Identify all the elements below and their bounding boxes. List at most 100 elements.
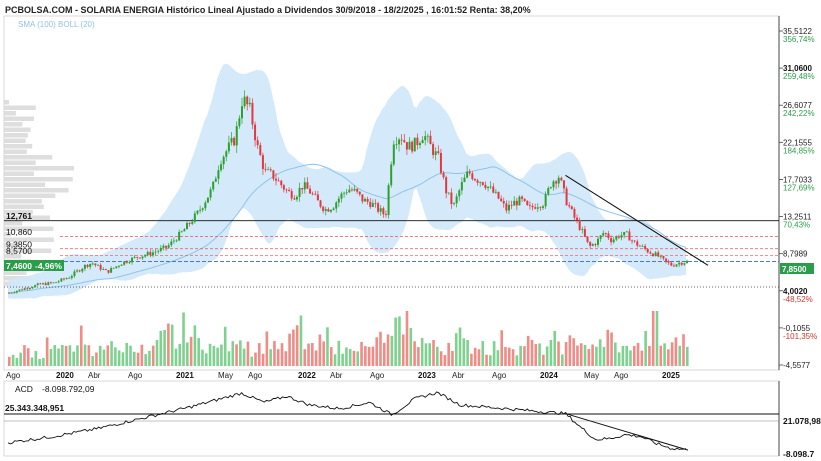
volume-bar (91, 356, 94, 366)
candle-body (547, 188, 550, 195)
candle-body (68, 277, 71, 279)
candle-body (573, 209, 576, 218)
candle-body (60, 278, 63, 282)
last-price-box: 7,4600 -4,96% (4, 260, 64, 271)
candle-body (555, 181, 558, 184)
candle-body (337, 198, 340, 203)
volume-bar (72, 351, 75, 366)
time-tick-label: May (218, 371, 233, 380)
volume-bar (38, 358, 41, 366)
volume-bar (379, 331, 382, 366)
candle-body (544, 194, 547, 207)
volume-bar (246, 341, 250, 366)
price-tick-label: 17,7033 (783, 175, 812, 184)
volume-bar (326, 327, 329, 366)
candle-body (460, 182, 463, 191)
candle-body (282, 185, 285, 190)
sma-line (7, 163, 687, 294)
volume-bar (375, 337, 379, 366)
volume-profile-bar (4, 166, 74, 171)
volume-bar (602, 346, 606, 366)
candle-body (484, 184, 487, 189)
volume-bar (356, 351, 360, 366)
volume-bar (329, 347, 333, 366)
price-tick-label: -4,5577 (783, 361, 811, 370)
candle-body (654, 252, 657, 257)
time-tick-label: May (584, 371, 599, 380)
candle-body (183, 229, 186, 232)
candle-body (594, 244, 597, 245)
candle-body (565, 188, 568, 206)
current-price-label: 7,8500 (782, 265, 807, 274)
candle-body (285, 189, 288, 191)
volume-bar (670, 342, 674, 366)
time-tick-label: Ago (128, 371, 143, 380)
candle-body (604, 233, 607, 234)
volume-bar (568, 335, 572, 366)
volume-bar (405, 311, 409, 366)
volume-bar (178, 343, 182, 366)
volume-bar (364, 346, 367, 366)
volume-bar (235, 344, 238, 366)
candle-body (125, 261, 128, 263)
volume-bar (591, 344, 594, 366)
candle-body (81, 268, 84, 272)
volume-bar (443, 354, 447, 366)
volume-bar (398, 316, 401, 366)
candle-body (193, 213, 196, 222)
candle-body (254, 124, 257, 141)
candle-body (131, 257, 134, 263)
candle-body (293, 198, 296, 200)
candle-body (497, 191, 500, 199)
volume-bar (382, 342, 386, 366)
volume-bar (182, 312, 185, 366)
volume-bar (30, 357, 34, 366)
candle-body (473, 179, 476, 181)
candle-body (335, 202, 338, 209)
volume-bar (466, 340, 469, 366)
volume-profile-bar (4, 199, 42, 204)
volume-bar (254, 352, 257, 366)
candle-body (34, 285, 37, 288)
volume-bar (265, 331, 269, 366)
candle-body (206, 197, 209, 203)
candle-body (162, 245, 165, 248)
volume-bar (549, 339, 553, 366)
candle-body (83, 264, 86, 269)
candle-body (199, 209, 202, 211)
candle-body (235, 126, 238, 146)
candle-body (625, 231, 628, 233)
volume-bar (587, 349, 591, 366)
volume-bar (292, 329, 295, 366)
volume-bar (250, 356, 254, 366)
volume-bar (189, 336, 193, 366)
volume-bar (477, 349, 481, 366)
candle-body (528, 205, 531, 206)
candle-body (65, 278, 68, 280)
level-label: 10,860 (6, 227, 32, 237)
candle-body (631, 240, 634, 242)
candle-body (110, 268, 113, 273)
acd-trendline (565, 413, 689, 451)
candle-body (295, 196, 298, 200)
candle-body (568, 205, 571, 207)
candle-body (518, 196, 521, 206)
volume-profile-bar (4, 188, 69, 193)
volume-bar (98, 345, 102, 366)
volume-profile-bar (4, 182, 46, 187)
volume-bar (231, 341, 235, 366)
candle-body (384, 214, 387, 216)
candle-body (159, 247, 162, 251)
volume-bar (686, 346, 689, 366)
acd-label: ACD (15, 384, 33, 394)
volume-bar (170, 324, 174, 366)
candle-body (277, 180, 280, 182)
volume-bar (159, 330, 163, 366)
volume-bar (572, 338, 575, 366)
volume-bar (511, 349, 515, 366)
candle-body (636, 241, 639, 246)
volume-bar (538, 343, 541, 366)
candle-body (507, 204, 510, 211)
candle-body (424, 136, 427, 141)
price-tick-pct: -48,52% (783, 295, 813, 304)
